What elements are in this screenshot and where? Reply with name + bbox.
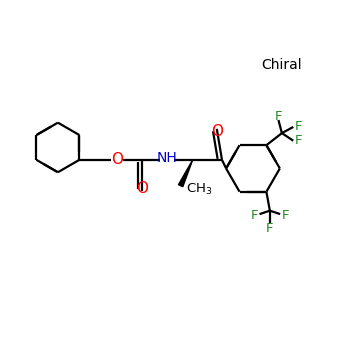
Text: F: F (295, 134, 302, 147)
Text: F: F (282, 209, 289, 222)
Text: O: O (211, 124, 223, 139)
Text: F: F (251, 209, 258, 222)
Text: NH: NH (156, 151, 177, 165)
Text: F: F (295, 120, 302, 133)
Text: Chiral: Chiral (261, 58, 302, 72)
Text: F: F (275, 110, 282, 123)
Text: O: O (136, 181, 148, 196)
Text: CH$_3$: CH$_3$ (186, 182, 212, 197)
Polygon shape (178, 160, 193, 187)
Text: O: O (111, 152, 123, 167)
Text: F: F (266, 222, 274, 235)
